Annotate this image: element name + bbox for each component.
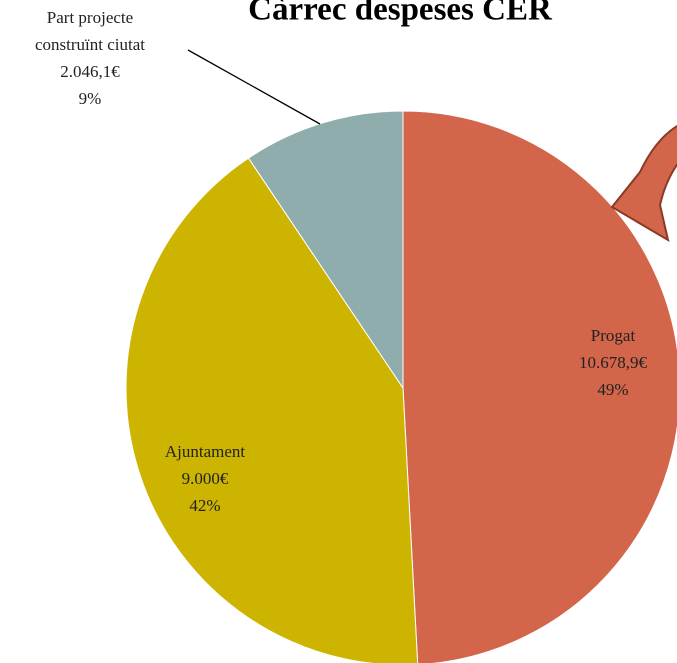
leader-line <box>187 49 321 125</box>
pie-slice <box>125 157 419 663</box>
category-label: Progat <box>590 326 636 345</box>
slices <box>125 110 677 663</box>
slice-label: Ajuntament 9.000€ 42% <box>165 438 245 519</box>
percentage-label: 49% <box>597 380 629 399</box>
chart-title: Càrrec despeses CER <box>248 0 553 28</box>
slice-label: Progat 10.678,9€ 49% <box>579 322 647 403</box>
category-label: Part projecte construïnt ciutat <box>34 8 145 54</box>
arrow <box>610 124 677 243</box>
pie-slice <box>247 110 404 390</box>
percentage-label: 9% <box>78 89 102 108</box>
value-label: 9.000€ <box>181 469 229 488</box>
category-label: Ajuntament <box>164 442 246 461</box>
pie-slice <box>402 110 677 663</box>
value-label: 2.046,1€ <box>60 62 120 81</box>
slice-label: Part projecte construïnt ciutat 2.046,1€ 9… <box>23 4 158 112</box>
value-label: 10.678,9€ <box>579 353 647 372</box>
percentage-label: 42% <box>189 496 221 515</box>
